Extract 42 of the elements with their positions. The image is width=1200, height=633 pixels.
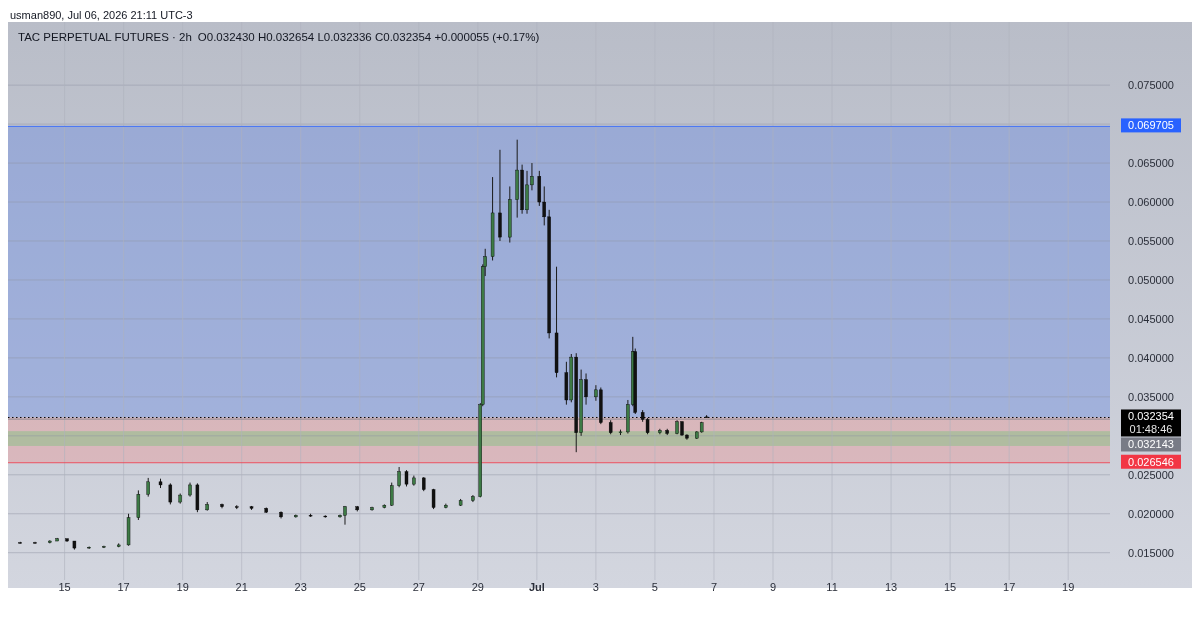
x-tick-label: 29 <box>471 580 484 593</box>
candlestick <box>168 482 173 505</box>
ref-line-label: 0.032354 <box>1128 410 1174 423</box>
x-tick-label: 23 <box>294 580 307 593</box>
text: usman890, Jul 06, 2026 21:11 UTC-3 <box>10 9 193 21</box>
x-tick-label: 3 <box>592 580 599 593</box>
y-tick-label: 0.055000 <box>1128 234 1174 247</box>
y-tick-label: 0.075000 <box>1128 78 1174 91</box>
x-tick-label: 25 <box>353 580 366 593</box>
x-tick-label: 5 <box>651 580 658 593</box>
text: O0.032430 H0.032654 L0.032336 C0.032354 +0.000055 (+0.17%) <box>197 31 540 43</box>
x-tick-label: 15 <box>943 580 957 593</box>
y-tick-label: 0.035000 <box>1128 390 1174 403</box>
x-tick-label: 19 <box>176 580 189 593</box>
x-tick-label: 9 <box>769 580 777 593</box>
candlestick <box>136 489 141 521</box>
x-tick-label: 19 <box>1062 580 1075 593</box>
x-tick-label: 13 <box>884 580 898 593</box>
text: TAC PERPETUAL FUTURES · 2h <box>18 31 192 43</box>
x-tick-label: 17 <box>117 580 130 593</box>
x-tick-label: Jul <box>528 580 545 593</box>
y-tick-label: 0.015000 <box>1128 546 1174 559</box>
x-tick-label: 7 <box>710 580 718 593</box>
x-tick-label: 11 <box>826 580 838 593</box>
y-tick-label: 0.025000 <box>1128 468 1174 481</box>
ref-line-label: 0.069705 <box>1128 119 1174 132</box>
x-tick-label: 27 <box>412 580 425 593</box>
y-tick-label: 0.020000 <box>1128 507 1174 520</box>
candlestick <box>390 482 394 507</box>
y-tick-label: 0.065000 <box>1128 156 1174 169</box>
ref-line-label: 0.032143 <box>1128 438 1174 451</box>
ref-line-label: 0.026546 <box>1128 455 1174 468</box>
y-tick-label: 0.060000 <box>1128 195 1174 208</box>
candlestick <box>146 477 150 498</box>
candlestick <box>397 466 401 488</box>
y-tick-label: 0.045000 <box>1128 312 1174 325</box>
x-tick-label: 15 <box>58 580 71 593</box>
text: 01:48:46 <box>1129 423 1173 436</box>
x-tick-label: 21 <box>235 580 248 593</box>
x-tick-label: 17 <box>1003 580 1016 593</box>
y-tick-label: 0.040000 <box>1128 351 1174 364</box>
y-tick-label: 0.050000 <box>1128 273 1174 286</box>
